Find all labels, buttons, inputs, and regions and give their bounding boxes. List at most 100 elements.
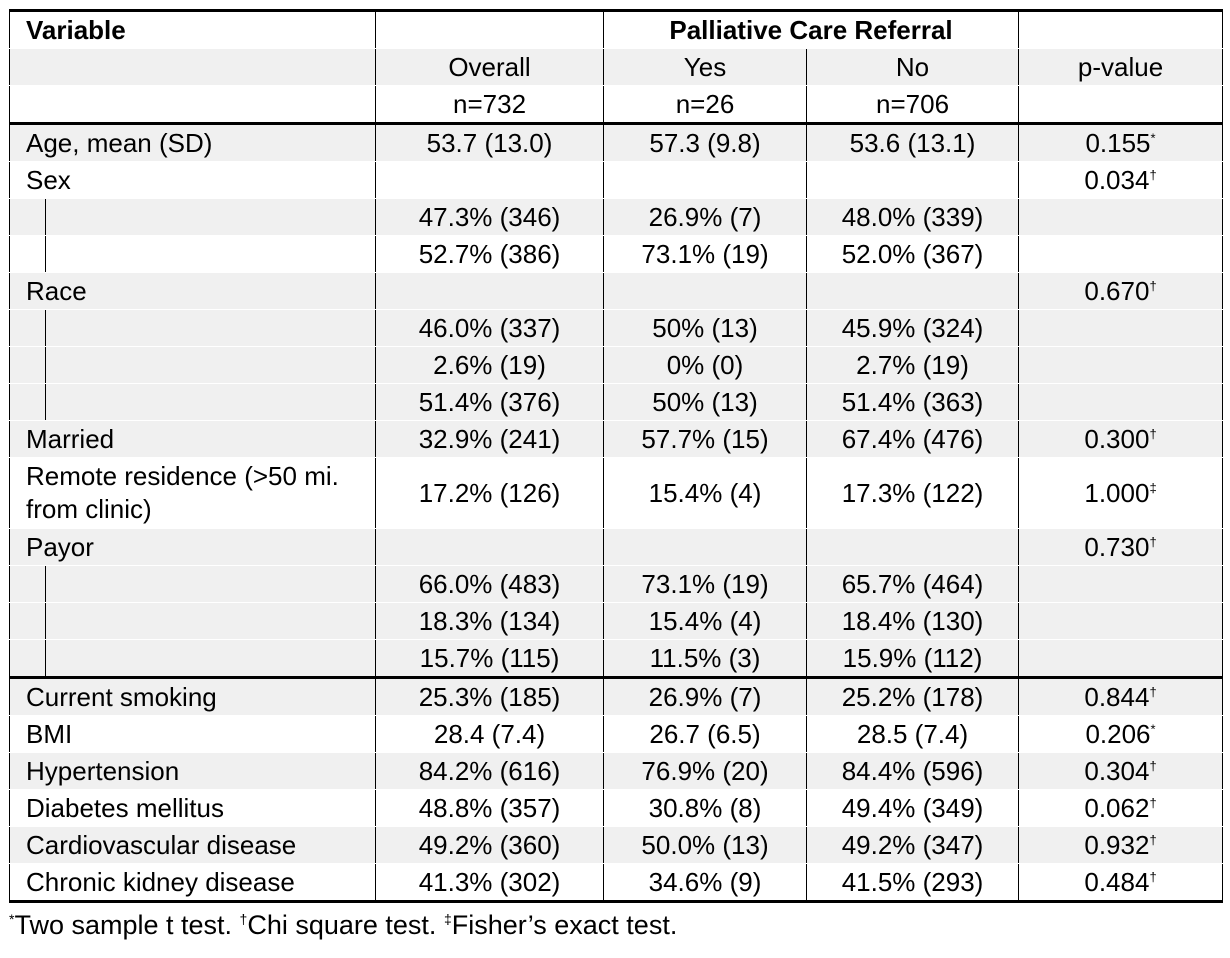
cell-overall: 48.8% (357) <box>375 789 605 827</box>
indent-cell <box>9 346 46 384</box>
cell-pvalue <box>1018 602 1224 640</box>
cell-no: 48.0% (339) <box>806 198 1020 236</box>
table-row: BMI 28.4 (7.4) 26.7 (6.5) 28.5 (7.4) 0.206* <box>8 715 1224 753</box>
cell-yes <box>603 528 808 566</box>
variable-label: Current smoking <box>8 677 377 716</box>
cell-pvalue <box>1018 565 1224 603</box>
subcategory-label <box>44 309 377 347</box>
cell-pvalue: 0.932† <box>1018 826 1224 864</box>
table-row: Hypertension 84.2% (616) 76.9% (20) 84.4% (… <box>8 752 1224 790</box>
table-subrow: 2.6% (19) 0% (0) 2.7% (19) <box>9 346 1224 384</box>
cell-overall: 47.3% (346) <box>375 198 605 236</box>
cell-no: 18.4% (130) <box>806 602 1020 640</box>
pvalue-text: 0.155 <box>1085 128 1151 158</box>
cell-overall: 84.2% (616) <box>375 752 605 790</box>
cell-overall: 32.9% (241) <box>375 420 605 458</box>
cell-no: 52.0% (367) <box>806 235 1020 273</box>
cell-yes: 73.1% (19) <box>603 565 808 603</box>
variable-label: Chronic kidney disease <box>8 863 377 903</box>
cell-overall <box>375 161 605 199</box>
header-no-n: n=706 <box>806 85 1020 125</box>
table-subrow: 15.7% (115) 11.5% (3) 15.9% (112) <box>9 639 1224 679</box>
pvalue-test-mark: † <box>1149 832 1157 848</box>
pvalue-test-mark: † <box>1149 795 1157 811</box>
cell-pvalue: 0.155* <box>1018 123 1224 162</box>
cell-pvalue: 0.034† <box>1018 161 1224 199</box>
subcategory-label <box>44 639 377 679</box>
subcategory-label <box>44 346 377 384</box>
table-subrow: 51.4% (376) 50% (13) 51.4% (363) <box>9 383 1224 421</box>
cell-no: 15.9% (112) <box>806 639 1020 679</box>
table-row: Diabetes mellitus 48.8% (357) 30.8% (8) 49.… <box>8 789 1224 827</box>
table-row: Sex 0.034† <box>8 161 1224 199</box>
cell-no: 84.4% (596) <box>806 752 1020 790</box>
cell-pvalue: 0.304† <box>1018 752 1224 790</box>
characteristics-table-container: Variable Palliative Care Referral Overal… <box>8 9 1224 941</box>
cell-overall: 53.7 (13.0) <box>375 123 605 162</box>
cell-pvalue: 0.844† <box>1018 677 1224 716</box>
indent-cell <box>9 565 46 603</box>
variable-label: Cardiovascular disease <box>8 826 377 864</box>
cell-no: 41.5% (293) <box>806 863 1020 903</box>
subcategory-label <box>44 602 377 640</box>
variable-label: Age, mean (SD) <box>8 123 377 162</box>
cell-pvalue: 0.484† <box>1018 863 1224 903</box>
indent-cell <box>9 235 46 273</box>
cell-overall: 18.3% (134) <box>375 602 605 640</box>
cell-pvalue: 0.206* <box>1018 715 1224 753</box>
variable-label: Race <box>8 272 377 310</box>
cell-overall: 25.3% (185) <box>375 677 605 716</box>
cell-no: 51.4% (363) <box>806 383 1020 421</box>
characteristics-table: Variable Palliative Care Referral Overal… <box>8 9 1224 903</box>
pvalue-text: 0.484 <box>1084 867 1150 897</box>
header-overall-n: n=732 <box>375 85 605 125</box>
indent-cell <box>9 198 46 236</box>
cell-pvalue: 0.670† <box>1018 272 1224 310</box>
cell-yes: 26.9% (7) <box>603 198 808 236</box>
variable-label: Sex <box>8 161 377 199</box>
header-yes-n: n=26 <box>603 85 808 125</box>
pvalue-test-mark: * <box>1150 721 1156 737</box>
variable-label: Remote residence (>50 mi. from clinic) <box>8 457 377 529</box>
header-overall: Overall <box>375 48 605 86</box>
pvalue-text: 0.300 <box>1084 424 1150 454</box>
pvalue-text: 1.000 <box>1084 478 1150 508</box>
pvalue-text: 0.844 <box>1084 682 1150 712</box>
cell-no: 2.7% (19) <box>806 346 1020 384</box>
table-footnote: *Two sample t test. †Chi square test. ‡F… <box>9 909 1222 941</box>
pvalue-test-mark: † <box>1149 684 1157 700</box>
variable-label: Payor <box>8 528 377 566</box>
table-subrow: 52.7% (386) 73.1% (19) 52.0% (367) <box>9 235 1224 273</box>
header-yes: Yes <box>603 48 808 86</box>
cell-overall: 15.7% (115) <box>375 639 605 679</box>
cell-pvalue <box>1018 383 1224 421</box>
table-subrow: 18.3% (134) 15.4% (4) 18.4% (130) <box>9 602 1224 640</box>
cell-pvalue: 0.730† <box>1018 528 1224 566</box>
cell-yes: 50% (13) <box>603 383 808 421</box>
cell-no: 25.2% (178) <box>806 677 1020 716</box>
cell-overall: 46.0% (337) <box>375 309 605 347</box>
cell-overall: 2.6% (19) <box>375 346 605 384</box>
cell-pvalue: 0.062† <box>1018 789 1224 827</box>
subcategory-label <box>44 565 377 603</box>
cell-pvalue <box>1018 198 1224 236</box>
cell-no <box>806 161 1020 199</box>
subcategory-label <box>44 383 377 421</box>
cell-overall: 51.4% (376) <box>375 383 605 421</box>
cell-overall: 41.3% (302) <box>375 863 605 903</box>
cell-yes: 34.6% (9) <box>603 863 808 903</box>
pvalue-test-mark: † <box>1149 758 1157 774</box>
cell-yes: 15.4% (4) <box>603 602 808 640</box>
cell-overall: 49.2% (360) <box>375 826 605 864</box>
cell-yes: 30.8% (8) <box>603 789 808 827</box>
cell-pvalue <box>1018 309 1224 347</box>
pvalue-test-mark: † <box>1149 278 1157 294</box>
cell-no: 67.4% (476) <box>806 420 1020 458</box>
header-variable: Variable <box>8 9 377 49</box>
table-row: Payor 0.730† <box>8 528 1224 566</box>
cell-yes: 50.0% (13) <box>603 826 808 864</box>
cell-no: 45.9% (324) <box>806 309 1020 347</box>
cell-no: 53.6 (13.1) <box>806 123 1020 162</box>
cell-yes: 76.9% (20) <box>603 752 808 790</box>
footnote-t-text: Two sample t test. <box>14 910 240 940</box>
